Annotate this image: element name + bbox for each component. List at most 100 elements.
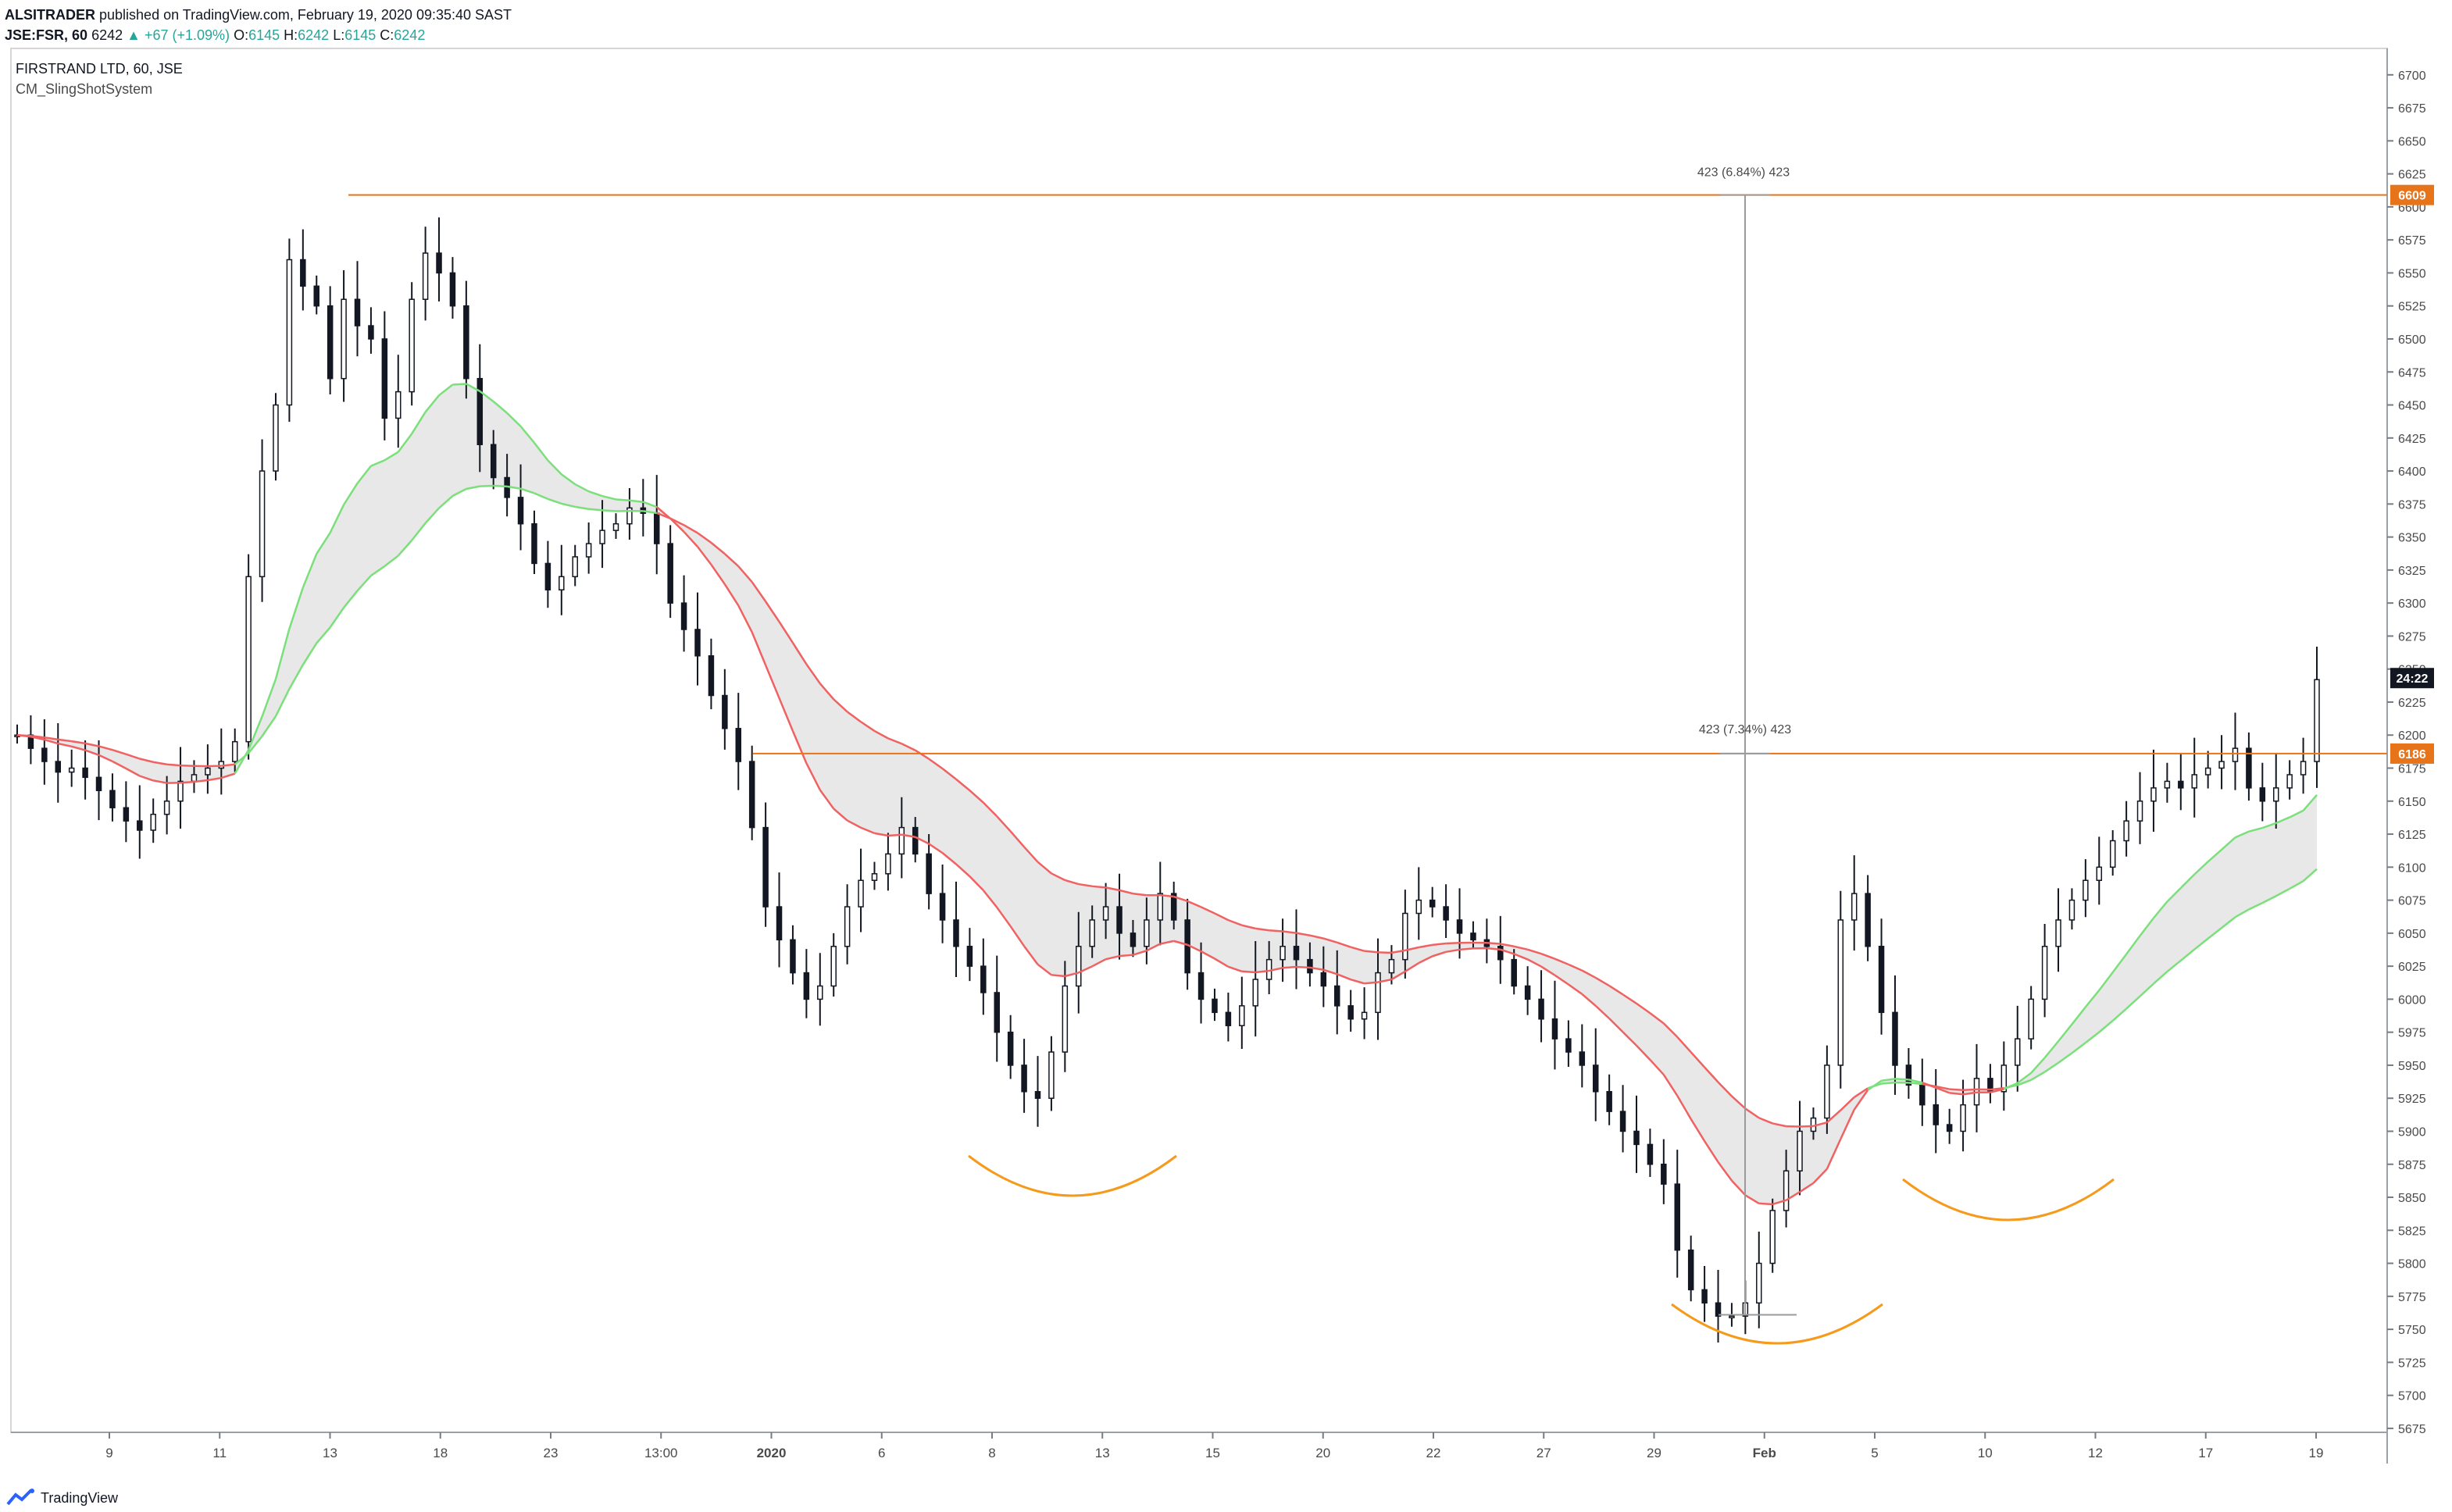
slow-ema-line xyxy=(1581,969,1597,979)
slow-ema-line xyxy=(1377,951,1392,954)
slow-ema-line xyxy=(274,688,291,717)
candle-body xyxy=(939,893,946,921)
fast-ema-line xyxy=(2179,873,2196,889)
pattern-arc xyxy=(968,1154,1177,1197)
slow-ema-line xyxy=(2221,916,2236,929)
price-tick-label: 6350 xyxy=(2398,532,2426,545)
slow-ema-line xyxy=(710,541,726,555)
fast-ema-line xyxy=(1594,1004,1611,1020)
price-tick-label: 5700 xyxy=(2398,1390,2426,1403)
price-tick-label: 6125 xyxy=(2398,829,2426,842)
fast-ema-line xyxy=(1962,1091,1977,1096)
candle xyxy=(2204,751,2211,789)
slow-ema-line xyxy=(1023,846,1039,863)
candle xyxy=(2109,829,2116,876)
time-tick-label: 15 xyxy=(1205,1446,1220,1460)
indicator-legend[interactable]: CM_SlingShotSystem xyxy=(16,81,153,97)
slow-ema-line xyxy=(1731,1095,1747,1110)
candle-body xyxy=(1144,919,1150,947)
publish-header: ALSITRADER published on TradingView.com,… xyxy=(5,5,512,45)
candle xyxy=(858,848,864,933)
fast-ema-line xyxy=(2302,793,2318,811)
slow-ema-line xyxy=(846,711,862,723)
slow-ema-line xyxy=(451,487,467,497)
time-tick-label: Feb xyxy=(1753,1446,1776,1460)
slow-ema-line xyxy=(1419,943,1433,949)
slow-ema-line xyxy=(1255,927,1269,932)
candle xyxy=(2300,737,2307,794)
time-tick-label: 19 xyxy=(2309,1446,2324,1460)
published-text: published on TradingView.com, February 1… xyxy=(99,7,512,23)
candle xyxy=(667,525,673,619)
slow-ema-line xyxy=(955,778,971,792)
slow-ema-line xyxy=(1064,879,1080,886)
lower-price-tag: 6186 xyxy=(2398,748,2426,761)
candle xyxy=(327,286,334,394)
fast-ema-line xyxy=(764,665,780,699)
candle xyxy=(368,307,374,354)
fast-ema-line xyxy=(1255,969,1269,974)
time-tick-label: 13 xyxy=(323,1446,337,1460)
candle-body xyxy=(1511,958,1517,987)
slow-ema-line xyxy=(887,737,902,745)
candle-body xyxy=(1619,1111,1626,1132)
candle-body xyxy=(544,562,551,590)
candle xyxy=(1076,911,1082,1014)
candle xyxy=(1797,1100,1803,1196)
candle xyxy=(1865,875,1871,961)
slow-ema-line xyxy=(1540,953,1555,960)
candle-body xyxy=(1851,893,1858,921)
slow-ema-line xyxy=(1173,895,1188,903)
candle xyxy=(2123,801,2129,857)
fast-ema-line xyxy=(1676,1095,1692,1120)
slow-ema-line xyxy=(1160,893,1174,898)
candle-body xyxy=(926,853,932,894)
slow-ema-line xyxy=(1133,892,1147,897)
fast-ema-line xyxy=(343,483,359,506)
pattern-arc xyxy=(1902,1178,2115,1221)
fast-ema-line xyxy=(1853,1089,1869,1111)
candle-body xyxy=(1470,933,1476,941)
candle-body xyxy=(1701,1289,1708,1304)
slow-ema-line xyxy=(2289,880,2304,890)
slow-ema-line xyxy=(1296,932,1311,936)
chart-legend-title[interactable]: FIRSTRAND LTD, 60, JSE xyxy=(16,61,183,77)
slow-ema-line xyxy=(234,752,249,765)
candle-body xyxy=(2015,1038,2021,1066)
candle xyxy=(2178,753,2184,811)
fast-ema-line xyxy=(1649,1059,1665,1075)
candle-body xyxy=(817,985,823,1000)
slow-ema-line xyxy=(1690,1051,1706,1068)
candle-body xyxy=(1919,1084,1926,1106)
fast-ema-line xyxy=(1690,1118,1706,1142)
slow-ema-line xyxy=(969,790,984,804)
tradingview-branding[interactable]: TradingView xyxy=(6,1489,118,1507)
price-tick-label: 5750 xyxy=(2398,1324,2426,1337)
price-tick-label: 6150 xyxy=(2398,796,2426,809)
publisher-name[interactable]: ALSITRADER xyxy=(5,7,95,23)
candle xyxy=(1524,966,1531,1015)
candle-body xyxy=(1170,893,1177,921)
fast-ema-line xyxy=(506,412,522,427)
fast-ema-line xyxy=(928,843,944,854)
candle-body xyxy=(2272,787,2279,802)
candle-body xyxy=(735,728,742,762)
candle-body xyxy=(1197,972,1205,1000)
fast-ema-line xyxy=(492,401,508,414)
candle-body xyxy=(2055,919,2061,947)
candle xyxy=(123,781,130,843)
slow-ema-line xyxy=(2017,1079,2032,1086)
candle xyxy=(381,311,388,440)
candle xyxy=(871,861,878,890)
time-tick-label: 22 xyxy=(1426,1446,1441,1460)
low-value: 6145 xyxy=(344,27,377,43)
fast-ema-line xyxy=(1364,981,1379,985)
candle xyxy=(2055,888,2061,972)
slow-ema-line xyxy=(1826,1109,1842,1124)
fast-ema-line xyxy=(669,518,685,533)
fast-ema-line xyxy=(1023,945,1039,965)
candle xyxy=(980,938,987,1015)
candle-body xyxy=(286,259,293,406)
fast-ema-line xyxy=(2275,816,2290,825)
